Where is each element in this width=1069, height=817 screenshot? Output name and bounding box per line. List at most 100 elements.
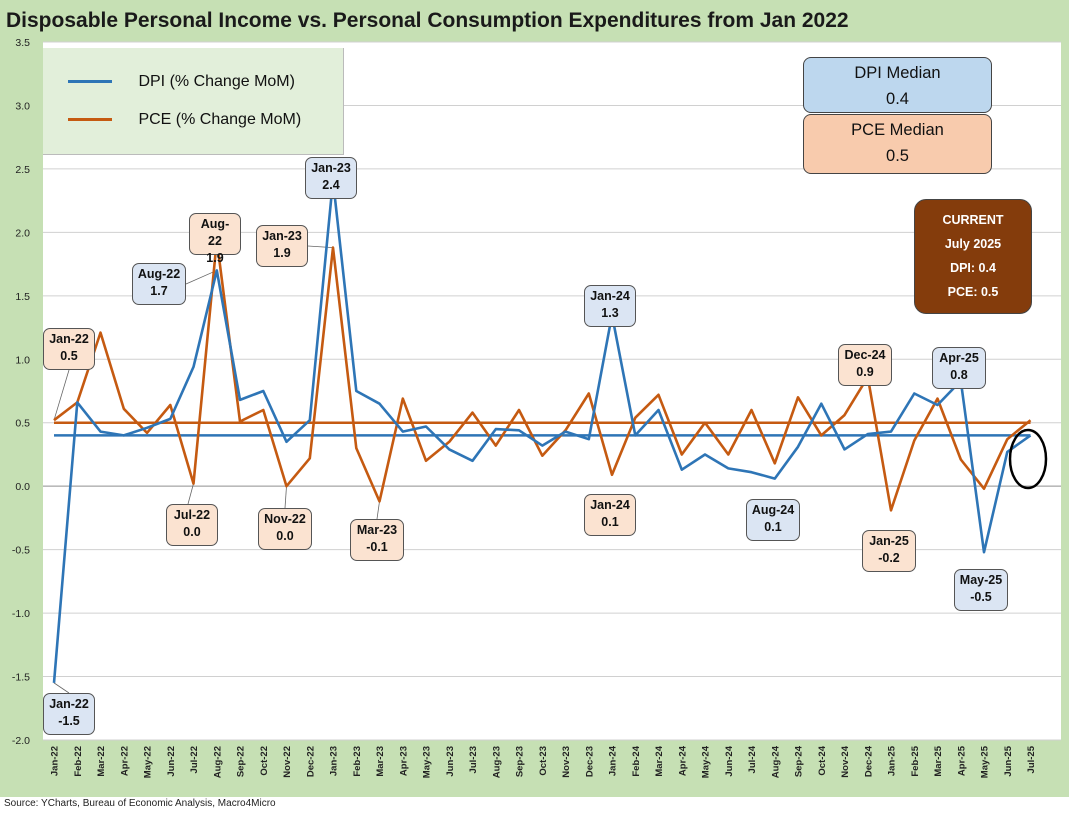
callout-value: -1.5 <box>58 714 80 728</box>
callout-dpi-jan23: Jan-23 2.4 <box>305 157 357 199</box>
x-tick-label: Feb-22 <box>73 746 84 777</box>
callout-dpi-aug24: Aug-24 0.1 <box>746 499 800 541</box>
x-tick-label: Jun-24 <box>724 745 735 776</box>
callout-period: Jan-24 <box>590 289 630 303</box>
x-tick-label: Apr-23 <box>398 746 409 776</box>
x-tick-label: Oct-24 <box>817 745 828 775</box>
callout-period: Aug-24 <box>751 503 795 517</box>
x-tick-label: Dec-22 <box>305 746 316 777</box>
x-tick-label: Apr-22 <box>119 746 130 776</box>
callout-value: -0.2 <box>878 551 900 565</box>
x-tick-label: Aug-23 <box>491 746 502 778</box>
callout-period: Jul-22 <box>173 508 211 522</box>
x-tick-label: Jan-25 <box>887 745 898 776</box>
callout-value: 1.7 <box>150 284 168 298</box>
x-tick-label: Jun-22 <box>166 746 177 777</box>
dpi-median-label: DPI Median <box>854 64 941 82</box>
current-box: CURRENT July 2025 DPI: 0.4 PCE: 0.5 <box>914 199 1032 314</box>
x-tick-label: Jun-25 <box>1003 745 1014 776</box>
callout-value: 1.9 <box>273 246 291 260</box>
dpi-median-box: DPI Median 0.4 <box>803 57 992 113</box>
callout-value: 0.5 <box>60 349 78 363</box>
x-tick-label: Dec-24 <box>863 745 874 777</box>
x-tick-label: May-23 <box>422 746 433 778</box>
x-tick-label: Nov-22 <box>282 746 293 778</box>
callout-value: 0.9 <box>856 365 874 379</box>
callout-value: -0.1 <box>366 540 388 554</box>
callout-period: Jan-25 <box>869 534 909 548</box>
legend-swatch-pce <box>68 118 112 122</box>
callout-period: Dec-24 <box>844 348 886 362</box>
current-heading: CURRENT <box>942 213 1004 227</box>
callout-value: 0.8 <box>950 368 968 382</box>
callout-pce-jan23: Jan-23 1.9 <box>256 225 308 267</box>
callout-period: Jan-23 <box>262 229 302 243</box>
x-tick-label: Jan-22 <box>50 746 61 776</box>
legend-item-dpi: DPI (% Change MoM) <box>68 73 295 91</box>
x-tick-label: May-22 <box>143 746 154 778</box>
callout-period: Mar-23 <box>356 523 398 537</box>
callout-period: Jan-23 <box>311 161 351 175</box>
x-tick-label: Dec-23 <box>584 746 595 777</box>
y-axis-tick-labels: -2.0 -1.5 -1.0 -0.5 0.0 0.5 1.0 1.5 2.0 2.5 3.0 3.5 <box>12 37 30 747</box>
callout-dpi-jan22: Jan-22 -1.5 <box>43 693 95 735</box>
callout-period: Nov-22 <box>264 512 306 526</box>
x-tick-label: Apr-25 <box>956 745 967 776</box>
callout-period: Jan-22 <box>49 697 89 711</box>
callout-leader <box>307 245 334 248</box>
x-tick-label: Jul-24 <box>747 745 758 773</box>
x-tick-label: May-24 <box>701 745 712 778</box>
callout-dpi-apr25: Apr-25 0.8 <box>932 347 986 389</box>
x-tick-label: May-25 <box>980 745 991 778</box>
x-tick-label: Nov-23 <box>561 746 572 778</box>
x-tick-label: Oct-22 <box>259 746 270 776</box>
current-dpi: DPI: 0.4 <box>950 261 996 275</box>
callout-value: 0.1 <box>601 515 619 529</box>
callout-pce-mar23: Mar-23 -0.1 <box>350 519 404 561</box>
x-tick-label: Aug-24 <box>770 745 781 778</box>
x-tick-label: Sep-23 <box>515 746 526 777</box>
y-tick-label: -1.5 <box>12 672 30 684</box>
current-highlight-circle <box>1008 428 1048 490</box>
callout-dpi-may25: May-25 -0.5 <box>954 569 1008 611</box>
current-period: July 2025 <box>944 237 1002 251</box>
legend-label-pce: PCE (% Change MoM) <box>138 111 302 128</box>
callout-period: Jan-24 <box>590 498 630 512</box>
callout-period: May-25 <box>959 573 1003 587</box>
legend: DPI (% Change MoM) PCE (% Change MoM) <box>43 48 344 155</box>
x-tick-label: Oct-23 <box>538 746 549 776</box>
x-tick-label: Jan-23 <box>329 746 340 776</box>
callout-value: 1.9 <box>206 251 224 265</box>
y-tick-label: 1.5 <box>15 291 30 303</box>
callout-dpi-aug22: Aug-22 1.7 <box>132 263 186 305</box>
x-tick-label: Feb-25 <box>910 745 921 776</box>
y-tick-label: 0.0 <box>15 481 30 493</box>
y-tick-label: 1.0 <box>15 354 30 366</box>
callout-value: 0.1 <box>764 520 782 534</box>
callout-value: 1.3 <box>601 306 619 320</box>
x-tick-label: Sep-22 <box>236 746 247 777</box>
x-tick-label: Apr-24 <box>677 745 688 776</box>
callout-pce-jan25: Jan-25 -0.2 <box>862 530 916 572</box>
callout-pce-jan24: Jan-24 0.1 <box>584 494 636 536</box>
callout-value: 0.0 <box>183 525 201 539</box>
callout-dpi-jan24: Jan-24 1.3 <box>584 285 636 327</box>
callout-leader <box>185 270 217 285</box>
x-tick-label: Jan-24 <box>608 745 619 776</box>
callout-leader <box>53 682 70 694</box>
y-tick-label: -0.5 <box>12 545 30 557</box>
callout-pce-jan22: Jan-22 0.5 <box>43 328 95 370</box>
y-tick-label: -1.0 <box>12 608 30 620</box>
callout-leader <box>376 501 380 520</box>
callout-period: Apr-25 <box>939 351 979 365</box>
pce-median-label: PCE Median <box>851 121 944 139</box>
legend-item-pce: PCE (% Change MoM) <box>68 111 301 129</box>
chart-title: Disposable Personal Income vs. Personal … <box>6 9 849 32</box>
x-tick-label: Mar-22 <box>96 746 107 777</box>
x-tick-label: Sep-24 <box>794 745 805 777</box>
x-tick-label: Feb-24 <box>631 745 642 776</box>
x-tick-label: Jul-22 <box>189 746 200 773</box>
pce-median-value: 0.5 <box>886 147 909 165</box>
y-tick-label: 2.0 <box>15 227 30 239</box>
y-tick-label: 3.0 <box>15 100 30 112</box>
